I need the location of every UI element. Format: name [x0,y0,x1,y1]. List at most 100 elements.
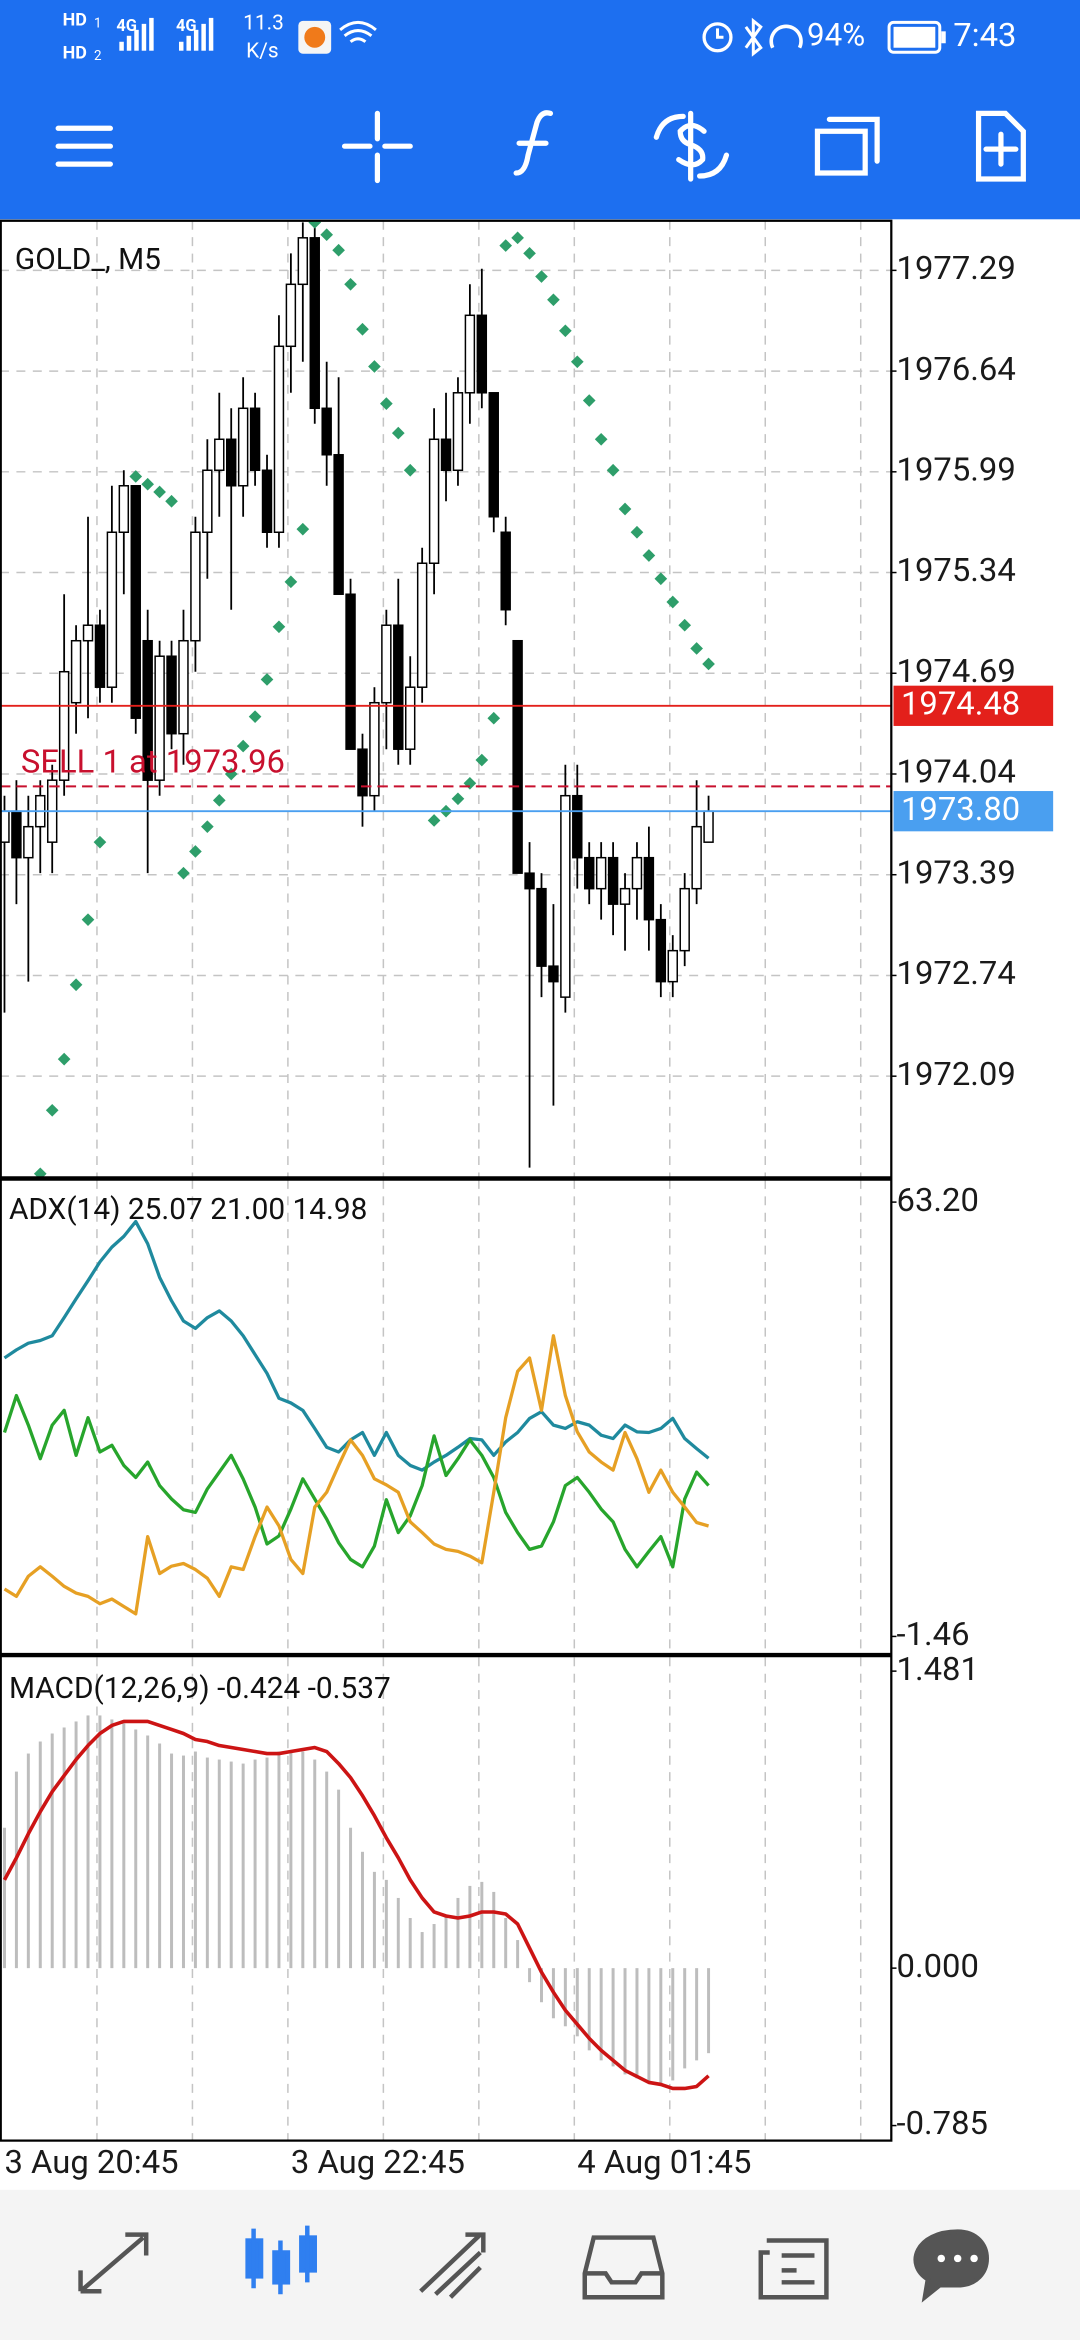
chart-title: GOLD_, M5 [15,242,161,277]
dot [937,2254,945,2263]
histogram-bar [516,1940,520,1969]
sim-slot: 2 [94,49,102,64]
histogram-bar [26,1753,30,1969]
candle-body [536,887,547,967]
candle-body [476,314,488,394]
battery-tip [941,31,946,44]
candle-body [273,345,285,533]
candle-body [488,392,499,518]
candle-body [643,856,655,921]
histogram-bar [599,1968,603,2061]
x-tick-label: 3 Aug 22:45 [291,2144,465,2182]
quotes-tab[interactable] [78,2232,149,2294]
histogram-bar [659,1968,663,2085]
new-order-button[interactable] [975,110,1026,182]
histogram-bar [241,1763,245,1969]
indicators-button[interactable] [513,110,554,176]
histogram-bar [575,1968,579,2037]
sar-dot [582,394,596,407]
histogram-bar [647,1968,651,2083]
candle-body [321,407,332,456]
histogram-bar [193,1751,197,1969]
alarm-icon [702,22,733,53]
candle-body [679,887,690,952]
candle-body [82,624,94,642]
candle-body [667,949,678,983]
candle-body [309,237,320,410]
windows-button[interactable] [814,116,880,176]
histogram-bar [540,1968,543,2003]
y-tick-label: 1974.04 [897,754,1016,792]
histogram-bar [611,1968,615,2067]
sar-dot [523,246,536,260]
panel [0,220,891,1179]
sar-dot [391,426,405,440]
indicator-line [3,1334,710,1616]
candle-body [285,283,297,348]
histogram-bar [50,1733,54,1969]
histogram-bar [480,1881,484,1969]
indicator-line [2,1393,710,1569]
candle-body [225,438,237,487]
candle-body [512,639,523,874]
signal-icon [179,17,214,51]
chart-tab[interactable] [245,2225,317,2295]
charts: 1977.291976.641975.991975.341974.691974.… [0,220,1054,2182]
y-tick-label: -1.46 [897,1616,970,1654]
histogram-bar [205,1757,209,1969]
sar-dot [630,525,644,539]
histogram-bar [86,1715,90,1969]
histogram-bar [372,1871,376,1969]
history-tab[interactable] [582,2235,665,2300]
sar-dot [368,360,381,373]
trade-tab[interactable] [419,2232,486,2299]
sar-dot [212,794,226,807]
candle-body [214,438,225,472]
candle-body [261,469,273,533]
candle-body [249,407,261,472]
news-tab[interactable] [758,2238,829,2300]
histogram-bar [707,1968,711,2054]
y-tick-label: 1975.34 [897,552,1016,590]
candle-body [619,887,631,905]
y-tick-label: -0.785 [897,2105,988,2143]
candle-body [572,794,583,859]
histogram-bar [14,1771,18,1969]
histogram-bar [134,1729,138,1969]
crosshair-button[interactable] [341,110,413,184]
indicator-title: MACD(12,26,9) -0.424 -0.537 [9,1671,391,1706]
sar-dot [177,866,190,880]
candle-body [703,810,714,843]
y-tick-label: 1.481 [897,1651,979,1689]
menu-button[interactable] [55,125,113,167]
sar-dot [189,845,202,858]
candle-body [393,624,404,750]
x-tick-label: 4 Aug 01:45 [577,2144,751,2182]
trade-button[interactable] [653,110,730,182]
histogram-bar [432,1924,436,1969]
histogram-bar [74,1721,78,1969]
sar-dot [618,502,632,516]
y-tick-label: 1974.69 [897,653,1016,691]
histogram-bar [313,1759,317,1969]
messages-tab[interactable] [913,2229,989,2303]
sar-dot [451,792,465,806]
candle-body [524,872,535,890]
candle-body [464,314,476,394]
y-tick-label: 0.000 [897,1948,979,1986]
candle-body [130,485,141,719]
indicator-title: ADX(14) 25.07 21.00 14.98 [9,1192,368,1227]
histogram-bar [563,1968,567,2027]
candle-body [154,655,165,781]
histogram-bar [468,1885,472,1969]
speed-unit: K/s [246,40,279,64]
bottom-nav-icons [78,2225,989,2303]
histogram-bar [2,1827,6,1969]
sar-dot [487,711,501,725]
histogram-bar [384,1879,388,1969]
histogram-bar [456,1897,460,1969]
dot [953,2254,962,2263]
sar-dot [606,463,620,477]
histogram-bar [265,1757,269,1969]
